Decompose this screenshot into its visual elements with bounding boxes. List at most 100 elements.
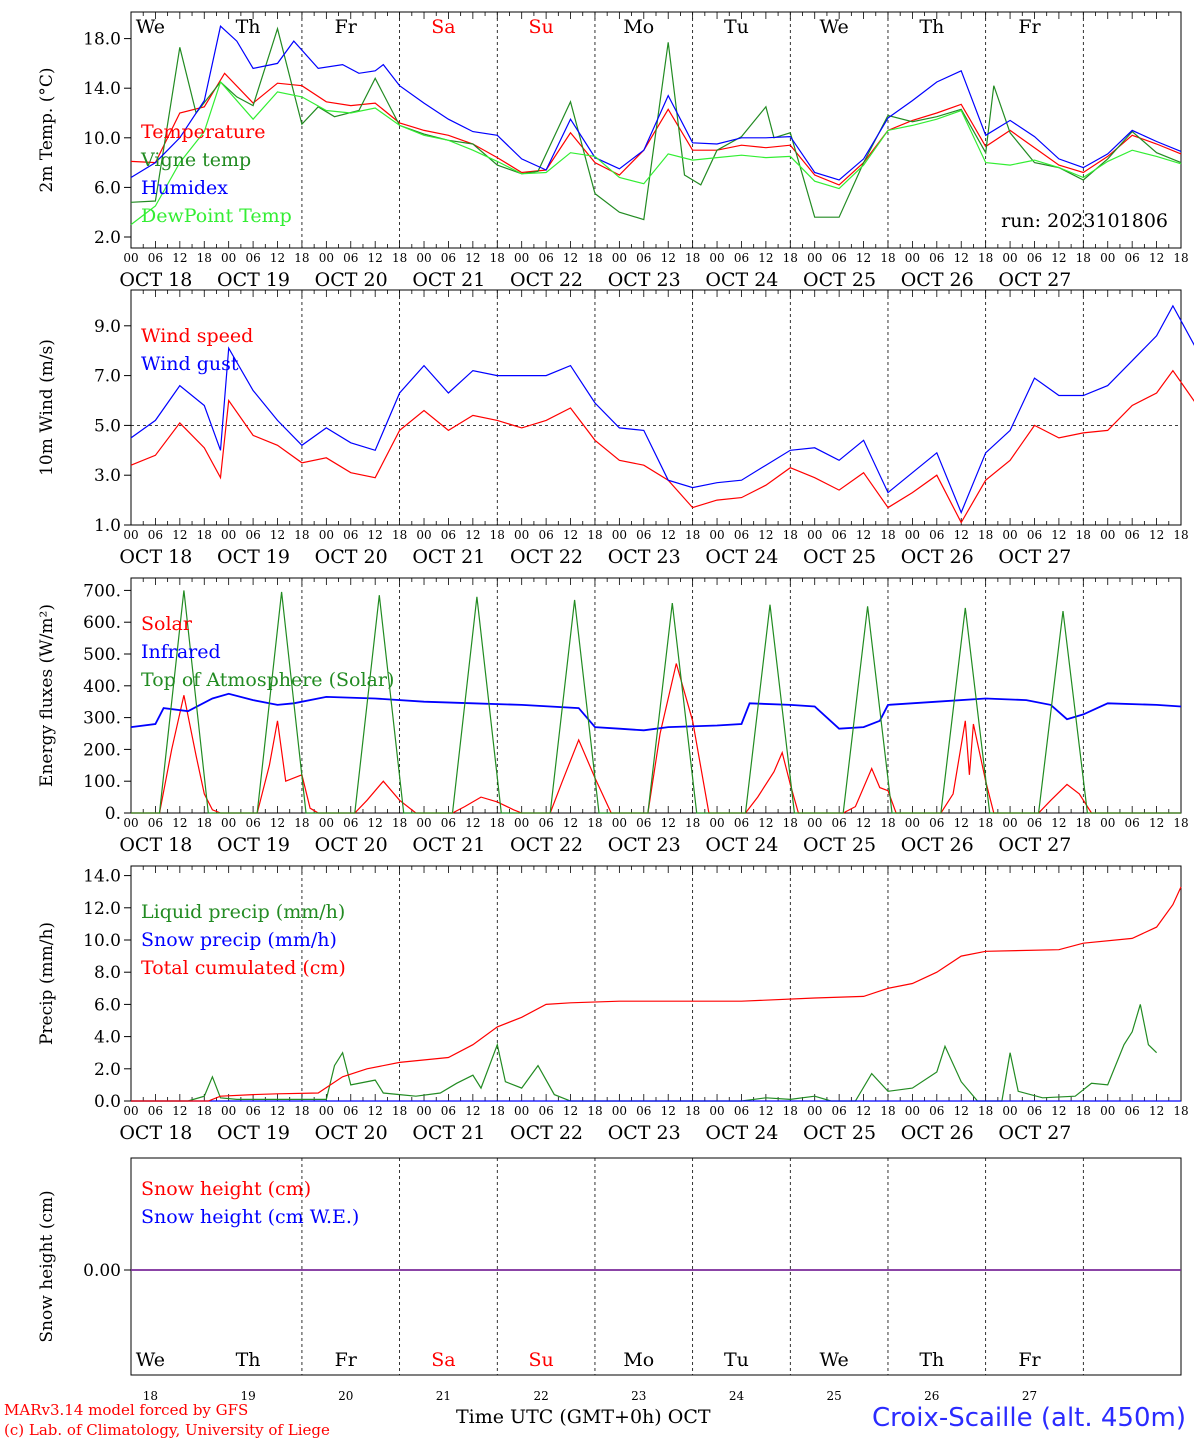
hour-tick-label: 06 [636, 251, 651, 265]
hour-tick-label: 18 [197, 816, 212, 830]
legend-entry: Total cumulated (cm) [141, 957, 346, 979]
hour-tick-label: 12 [856, 528, 871, 542]
hour-tick-label: 00 [807, 816, 822, 830]
hour-tick-label: 06 [148, 251, 163, 265]
hour-tick-label: 18 [880, 1104, 895, 1118]
hour-tick-label: 00 [221, 251, 236, 265]
hour-tick-label: 12 [661, 251, 676, 265]
hour-tick-label: 12 [270, 816, 285, 830]
date-label: OCT 20 [315, 546, 388, 568]
date-label: OCT 19 [217, 269, 290, 291]
legend-entry: Vigne temp [140, 149, 251, 171]
hour-tick-label: 00 [1100, 251, 1115, 265]
y-tick-label: 3.0 [94, 466, 121, 486]
hour-tick-label: 00 [612, 528, 627, 542]
hour-tick-label: 18 [1076, 1104, 1091, 1118]
legend-entry: Temperature [141, 121, 265, 143]
hour-tick-label: 12 [1051, 1104, 1066, 1118]
date-label: OCT 24 [705, 546, 778, 568]
weekday-label: We [820, 1349, 849, 1371]
hour-tick-label: 18 [490, 1104, 505, 1118]
hour-tick-label: 00 [807, 251, 822, 265]
y-axis-label: Snow height (cm) [37, 1190, 57, 1342]
y-tick-label: 500. [83, 645, 121, 665]
weekday-label: Th [919, 16, 944, 38]
date-label: OCT 18 [119, 546, 192, 568]
hour-tick-label: 18 [197, 528, 212, 542]
weekday-label: Fr [1018, 16, 1041, 38]
hour-tick-label: 12 [1051, 528, 1066, 542]
date-label: OCT 25 [803, 1122, 876, 1144]
hour-tick-label: 00 [319, 251, 334, 265]
hour-tick-label: 00 [416, 816, 431, 830]
legend-entry: Liquid precip (mm/h) [141, 901, 345, 923]
y-axis-label: Precip (mm/h) [37, 922, 57, 1045]
hour-tick-label: 06 [343, 816, 358, 830]
hour-tick-label: 18 [392, 528, 407, 542]
weekday-label: Su [528, 16, 553, 38]
hour-tick-label: 18 [294, 1104, 309, 1118]
legend-entry: Snow height (cm) [141, 1178, 311, 1200]
hour-tick-label: 06 [538, 528, 553, 542]
lab-credit: (c) Lab. of Climatology, University of L… [4, 1421, 330, 1439]
hour-tick-label: 06 [1027, 251, 1042, 265]
weekday-label: Sa [431, 1349, 455, 1371]
hour-tick-label: 00 [709, 251, 724, 265]
hour-tick-label: 12 [172, 1104, 187, 1118]
panel-1 [124, 11, 1182, 249]
hour-tick-label: 12 [563, 1104, 578, 1118]
hour-tick-label: 00 [612, 816, 627, 830]
y-tick-label: 0. [105, 804, 121, 824]
hour-tick-label: 12 [563, 816, 578, 830]
hour-tick-label: 06 [343, 251, 358, 265]
hour-tick-label: 00 [1100, 1104, 1115, 1118]
day-number-label: 25 [826, 1389, 841, 1403]
date-label: OCT 25 [803, 269, 876, 291]
date-label: OCT 19 [217, 546, 290, 568]
hour-tick-label: 18 [392, 1104, 407, 1118]
model-credit: MARv3.14 model forced by GFS [4, 1401, 249, 1419]
hour-tick-label: 12 [270, 528, 285, 542]
hour-tick-label: 00 [1002, 251, 1017, 265]
hour-tick-label: 18 [880, 251, 895, 265]
hour-tick-label: 06 [831, 816, 846, 830]
hour-tick-label: 00 [514, 251, 529, 265]
y-tick-label: 18.0 [83, 30, 121, 50]
hour-tick-label: 00 [905, 1104, 920, 1118]
panel-5 [124, 1157, 1182, 1376]
y-axis-label: 10m Wind (m/s) [37, 339, 57, 476]
date-label: OCT 21 [412, 834, 485, 856]
hour-tick-label: 06 [636, 528, 651, 542]
weekday-label: Tu [724, 1349, 749, 1371]
hour-tick-label: 00 [123, 251, 138, 265]
series-line-dewpoint-temp [130, 80, 1182, 226]
date-label: OCT 27 [998, 1122, 1071, 1144]
panel-frame [130, 577, 1182, 814]
hour-tick-label: 12 [1149, 528, 1164, 542]
hour-tick-label: 18 [783, 816, 798, 830]
hour-tick-label: 18 [1076, 816, 1091, 830]
hour-tick-label: 00 [709, 1104, 724, 1118]
hour-tick-label: 06 [538, 816, 553, 830]
hour-tick-label: 12 [368, 528, 383, 542]
hour-tick-label: 18 [490, 251, 505, 265]
hour-tick-label: 06 [929, 1104, 944, 1118]
hour-tick-label: 00 [709, 528, 724, 542]
y-tick-label: 1.0 [94, 516, 121, 536]
date-label: OCT 24 [705, 834, 778, 856]
hour-tick-label: 06 [1027, 816, 1042, 830]
hour-tick-label: 12 [270, 1104, 285, 1118]
y-tick-label: 8.0 [94, 963, 121, 983]
legend-entry: Wind gust [141, 353, 239, 375]
hour-tick-label: 00 [221, 1104, 236, 1118]
hour-tick-label: 18 [783, 528, 798, 542]
date-label: OCT 22 [510, 546, 583, 568]
hour-tick-label: 00 [319, 528, 334, 542]
date-label: OCT 26 [901, 1122, 974, 1144]
hour-tick-label: 00 [123, 816, 138, 830]
hour-tick-label: 00 [1002, 1104, 1017, 1118]
run-annotation: run: 2023101806 [1001, 210, 1168, 232]
day-number-label: 27 [1022, 1389, 1037, 1403]
date-label: OCT 27 [998, 834, 1071, 856]
hour-tick-label: 00 [1100, 816, 1115, 830]
